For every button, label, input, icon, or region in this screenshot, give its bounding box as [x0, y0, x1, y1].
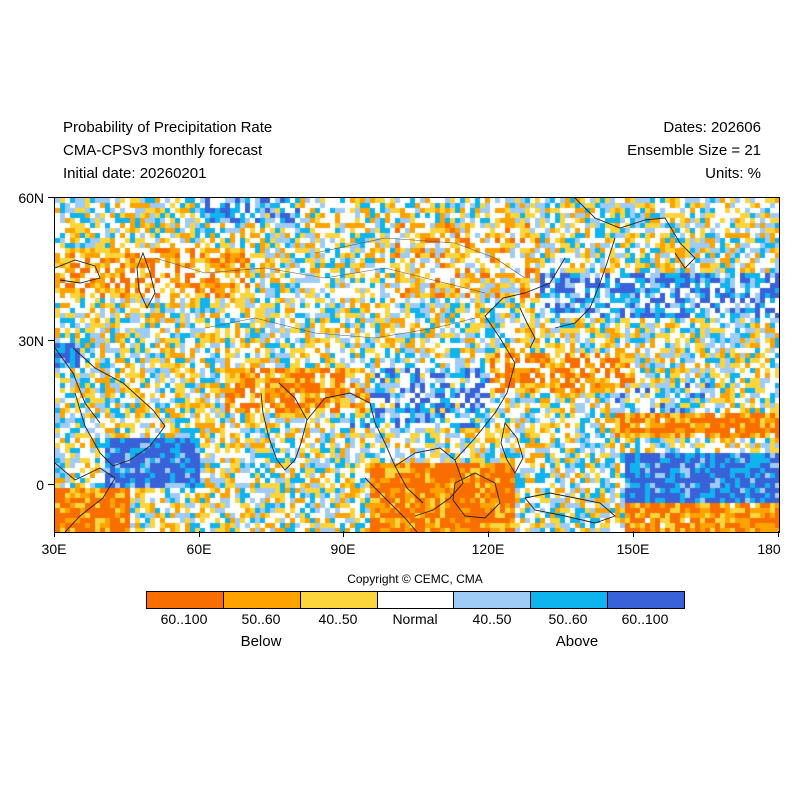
coast-indochina: [394, 447, 464, 517]
x-tick: [633, 531, 634, 537]
legend-swatch-normal: [377, 592, 455, 608]
coast-borneo: [452, 472, 501, 519]
header-left: Probability of Precipitation Rate CMA-CP…: [63, 116, 272, 185]
x-tick: [343, 531, 344, 537]
border-mongolia: [314, 237, 526, 279]
header-right: Dates: 202606 Ensemble Size = 21 Units: …: [627, 116, 761, 185]
y-tick-label: 0: [36, 477, 44, 493]
legend-label: 40..50: [472, 611, 512, 627]
x-tick-label: 150E: [616, 541, 650, 557]
coast-india: [260, 382, 308, 471]
map-title: Probability of Precipitation Rate: [63, 119, 273, 136]
x-tick-label: 180: [757, 541, 781, 557]
coast-new-guinea: [524, 492, 616, 524]
probability-map: [54, 197, 780, 533]
x-tick: [488, 531, 489, 537]
coast-philippines: [500, 421, 524, 474]
y-tick: [48, 197, 54, 198]
legend-swatch-below-mid: [223, 592, 301, 608]
coast-sumatra: [364, 477, 418, 532]
border-central-asia: [154, 257, 486, 294]
y-tick: [48, 340, 54, 341]
coast-okhotsk: [574, 198, 666, 229]
coast-korea: [519, 307, 536, 349]
legend-swatch-above-mid: [531, 592, 609, 608]
legend-group-above: Above: [555, 633, 599, 650]
coast-china: [454, 257, 566, 461]
x-tick-label: 30E: [41, 541, 67, 557]
x-tick: [778, 531, 779, 537]
probability-field: [55, 198, 779, 532]
units-label: Units: %: [705, 165, 761, 182]
border-tibet: [204, 317, 476, 339]
x-tick-label: 90E: [330, 541, 356, 557]
coast-africa-horn: [55, 462, 116, 532]
coast-caspian: [136, 251, 156, 310]
y-tick-label: 60N: [18, 190, 44, 206]
ensemble-size: Ensemble Size = 21: [627, 142, 761, 159]
coast-red-sea: [55, 347, 101, 424]
x-tick: [54, 531, 55, 537]
coast-japan: [554, 237, 616, 329]
legend-swatch-below-weak: [300, 592, 378, 608]
legend-colorbar: [146, 591, 685, 609]
coast-arabia: [72, 347, 166, 467]
y-tick: [48, 484, 54, 485]
legend-label: 60..100: [160, 611, 208, 627]
model-name: CMA-CPSv3 monthly forecast: [63, 142, 263, 159]
legend-label: 40..50: [318, 611, 358, 627]
coast-kamchatka: [664, 217, 696, 269]
legend-label: 60..100: [621, 611, 669, 627]
legend-label: 50..60: [241, 611, 281, 627]
legend-label: Normal: [392, 611, 438, 627]
x-tick-label: 60E: [186, 541, 212, 557]
coast-bay-bengal: [306, 392, 424, 504]
legend-swatch-below-strong: [147, 592, 224, 608]
copyright-notice: Copyright © CEMC, CMA: [347, 572, 483, 586]
legend-group-below: Below: [240, 633, 282, 650]
coast-black-sea: [55, 259, 101, 284]
legend-swatch-above-strong: [608, 592, 685, 608]
y-tick-label: 30N: [18, 333, 44, 349]
legend-swatch-above-weak: [454, 592, 532, 608]
x-tick-label: 120E: [471, 541, 505, 557]
coastlines: [55, 198, 696, 532]
forecast-dates: Dates: 202606: [663, 119, 761, 136]
legend-label: 50..60: [548, 611, 588, 627]
x-tick: [199, 531, 200, 537]
initial-date: Initial date: 20260201: [63, 165, 207, 182]
